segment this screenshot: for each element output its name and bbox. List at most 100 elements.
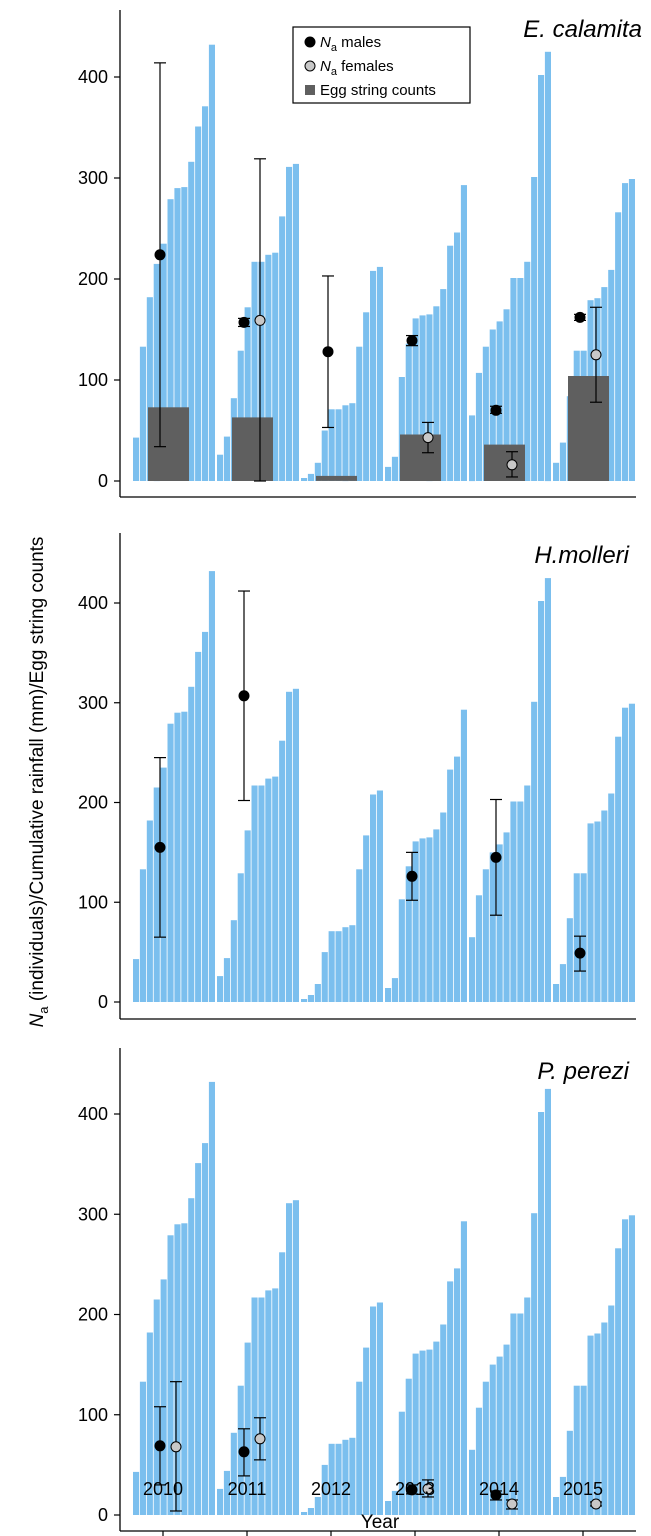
rainfall-bar [167, 1235, 174, 1515]
rainfall-bar [244, 307, 251, 481]
rainfall-bar [202, 1143, 209, 1515]
rainfall-bar [566, 918, 573, 1002]
panel-2: 0 100 200 300 400 H.molleri [78, 533, 636, 1020]
males-point [238, 316, 250, 328]
rainfall-bar [503, 1344, 510, 1515]
males-point [154, 1440, 166, 1452]
rainfall-bar [314, 984, 321, 1002]
rainfall-bar [544, 1088, 551, 1515]
rainfall-bar [174, 188, 181, 481]
panel-3: 0 100 200 300 400 P. perezi 2010 2011 2012 2013 20… [78, 1048, 636, 1536]
y-tick-label: 400 [78, 593, 108, 613]
females-point [254, 1433, 266, 1445]
rainfall-bar [335, 1443, 342, 1515]
y-axis-title-sub: a [36, 1006, 51, 1014]
females-point [422, 432, 434, 444]
rainfall-bar [405, 343, 412, 481]
rainfall-bar [328, 1443, 335, 1515]
rainfall-bar [385, 1501, 392, 1515]
x-tick-label: 2015 [563, 1479, 603, 1499]
legend-females-rest: females [337, 58, 394, 75]
rainfall-bar [628, 1215, 635, 1515]
rainfall-bar [447, 769, 454, 1002]
egg-string-bar [148, 407, 189, 481]
males-point [574, 311, 586, 323]
rainfall-bar [460, 185, 467, 481]
rainfall-bar [587, 1335, 594, 1515]
rainfall-bar [181, 1223, 188, 1515]
rainfall-bar [531, 177, 538, 481]
rainfall-bar [237, 350, 244, 481]
rainfall-bar [608, 1305, 615, 1515]
y-tick-label: 0 [98, 471, 108, 491]
rainfall-bar [622, 707, 629, 1002]
rainfall-bar [321, 952, 328, 1002]
rainfall-bar [237, 873, 244, 1002]
rainfall-bar [223, 1470, 230, 1515]
rainfall-bar [286, 691, 293, 1002]
rainfall-bar [265, 778, 272, 1002]
rainfall-bar [139, 869, 146, 1002]
y-tick-label: 100 [78, 892, 108, 912]
rainfall-bar [328, 931, 335, 1002]
rainfall-bar [307, 473, 314, 481]
rainfall-bar [601, 810, 608, 1002]
y-tick-label: 300 [78, 1204, 108, 1224]
rainfall-bar [208, 44, 215, 481]
rainfall-bar [524, 261, 531, 481]
rainfall-bar [223, 958, 230, 1002]
rainfall-bar [321, 1464, 328, 1515]
y-axis-title-prefix: N [27, 1013, 48, 1027]
rainfall-bar [510, 278, 517, 481]
panel-title: H.molleri [534, 542, 629, 569]
x-tick-label: 2013 [395, 1479, 435, 1499]
males-point [406, 870, 418, 882]
rainfall-bar [349, 1437, 356, 1515]
rainfall-bar [314, 1497, 321, 1515]
rainfall-bar [391, 978, 398, 1002]
males-point [574, 947, 586, 959]
egg-string-bar [232, 417, 273, 481]
rainfall-bar [356, 869, 363, 1002]
rainfall-bar [272, 252, 279, 481]
rainfall-bar [482, 346, 489, 481]
rainfall-bar [559, 442, 566, 481]
rainfall-bar [580, 873, 587, 1002]
rainfall-bar [363, 312, 370, 481]
rainfall-bar [335, 409, 342, 481]
y-tick-label: 100 [78, 370, 108, 390]
rainfall-bar [587, 823, 594, 1002]
rainfall-bar [292, 163, 299, 481]
rainfall-bar [370, 794, 377, 1002]
y-tick-label: 200 [78, 269, 108, 289]
rainfall-bar [398, 899, 405, 1002]
rainfall-bar [580, 1385, 587, 1515]
rainfall-bar [279, 1252, 286, 1515]
legend-eggs-marker [305, 85, 315, 95]
rainfall-bar [454, 1268, 461, 1515]
legend: Na males Na females Egg string counts [292, 26, 471, 104]
panel-title: P. perezi [537, 1058, 629, 1085]
rainfall-bar [160, 1279, 167, 1515]
rainfall-bar [426, 837, 433, 1002]
rainfall-bar [139, 346, 146, 481]
rainfall-bar [419, 1350, 426, 1515]
rainfall-bar [385, 988, 392, 1002]
rainfall-bar [217, 1488, 224, 1515]
rainfall-bar [244, 830, 251, 1002]
rainfall-bar [301, 1512, 308, 1515]
rainfall-bar [538, 75, 545, 481]
rainfall-bar [202, 106, 209, 482]
rainfall-bar [301, 478, 308, 481]
rainfall-bar [615, 1248, 622, 1515]
rainfall-bar [286, 166, 293, 481]
rainfall-bar [181, 187, 188, 481]
rainfall-bar [133, 959, 140, 1002]
rainfall-bar [376, 1302, 383, 1515]
rainfall-bar [524, 785, 531, 1002]
rainfall-bar [538, 601, 545, 1002]
rainfall-bar [279, 216, 286, 481]
males-point [154, 841, 166, 853]
rainfall-bar [573, 1385, 580, 1515]
